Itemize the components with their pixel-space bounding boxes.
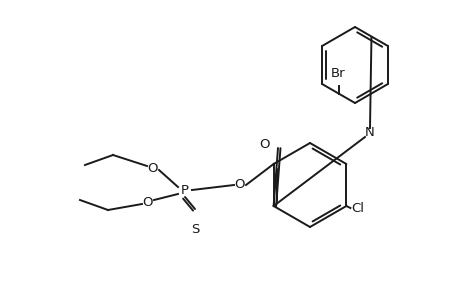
- Text: N: N: [364, 127, 374, 140]
- Text: S: S: [190, 223, 199, 236]
- Text: Br: Br: [330, 67, 345, 80]
- Text: O: O: [142, 196, 153, 208]
- Text: O: O: [147, 161, 158, 175]
- Text: O: O: [234, 178, 245, 191]
- Text: P: P: [180, 184, 189, 196]
- Text: Cl: Cl: [351, 202, 364, 215]
- Text: O: O: [259, 139, 269, 152]
